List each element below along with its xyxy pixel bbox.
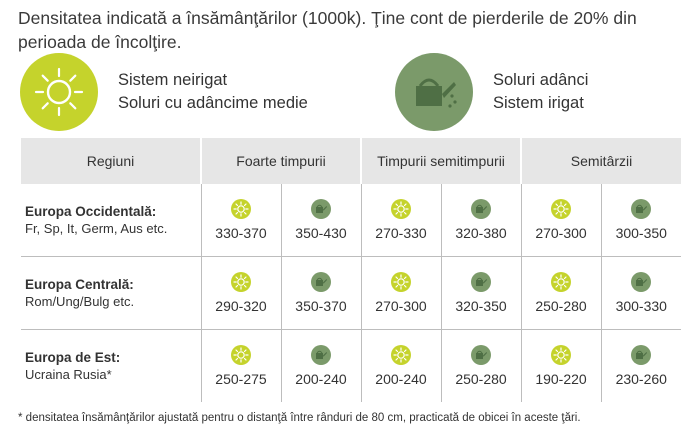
density-value: 350-370 (295, 298, 347, 314)
sun-icon (391, 272, 411, 292)
density-table: Regiuni Foarte timpurii Timpurii semitim… (21, 138, 682, 403)
density-value: 270-330 (375, 225, 427, 241)
density-value: 250-280 (535, 298, 587, 314)
density-value: 320-380 (455, 225, 507, 241)
irrigated-value-cell: 300-350 (600, 184, 682, 257)
density-value: 270-300 (375, 298, 427, 314)
region-name: Europa Occidentală: (25, 204, 157, 219)
dry-value-cell: 270-330 (360, 184, 441, 257)
watering-can-icon (631, 345, 652, 365)
irrigated-value-cell: 350-370 (280, 256, 361, 330)
watering-can-icon (471, 345, 491, 365)
density-value: 290-320 (215, 298, 267, 314)
dry-value-cell: 330-370 (200, 184, 281, 257)
watering-can-icon (631, 199, 652, 219)
density-value: 300-350 (615, 225, 667, 241)
irrigated-value-cell: 250-280 (440, 329, 522, 402)
sun-icon (551, 199, 572, 219)
sun-icon (391, 199, 411, 219)
watering-can-icon (395, 53, 473, 131)
region-cell: Europa Occidentală: Fr, Sp, It, Germ, Aus… (21, 184, 201, 257)
header-regions: Regiuni (21, 138, 201, 184)
dry-value-cell: 200-240 (360, 329, 441, 402)
region-name: Europa de Est: (25, 350, 121, 365)
header-semi-late: Semitârzii (520, 138, 682, 184)
density-value: 320-350 (455, 298, 507, 314)
table-header-row: Regiuni Foarte timpurii Timpurii semitim… (21, 138, 682, 184)
sun-icon (231, 272, 251, 292)
density-value: 350-430 (295, 225, 347, 241)
sun-icon (231, 199, 251, 219)
table-row: Europa Occidentală: Fr, Sp, It, Germ, Aus… (21, 184, 682, 257)
legend-dry-line1: Sistem neirigat (118, 71, 228, 89)
dry-value-cell: 290-320 (200, 256, 281, 330)
sun-icon (551, 272, 572, 292)
density-value: 230-260 (615, 371, 667, 387)
irrigated-value-cell: 200-240 (280, 329, 361, 402)
region-countries: Rom/Ung/Bulg etc. (25, 294, 135, 309)
irrigated-value-cell: 320-350 (440, 256, 522, 330)
legend-irrigated: Soluri adânci Sistem irigat (395, 53, 589, 131)
sun-icon (231, 345, 251, 365)
legend-irrigated-line1: Soluri adânci (493, 71, 589, 89)
watering-can-icon (311, 272, 331, 292)
region-countries: Fr, Sp, It, Germ, Aus etc. (25, 221, 168, 236)
header-very-early: Foarte timpurii (200, 138, 361, 184)
legend-irrigated-line2: Sistem irigat (493, 94, 584, 112)
irrigated-value-cell: 350-430 (280, 184, 361, 257)
density-value: 270-300 (535, 225, 587, 241)
watering-can-icon (471, 199, 491, 219)
irrigated-value-cell: 300-330 (600, 256, 682, 330)
table-row: Europa de Est: Ucraina Rusia* 250-275 200-2… (21, 329, 682, 403)
watering-can-icon (311, 199, 331, 219)
intro-text: Densitatea indicată a însămânţărilor (10… (18, 8, 637, 52)
region-cell: Europa Centrală: Rom/Ung/Bulg etc. (21, 256, 201, 330)
footnote: * densitatea însămânţărilor ajustată pen… (18, 412, 581, 424)
density-value: 250-280 (455, 371, 507, 387)
dry-value-cell: 190-220 (520, 329, 602, 402)
density-value: 250-275 (215, 371, 267, 387)
dry-value-cell: 270-300 (520, 184, 602, 257)
sun-icon (391, 345, 411, 365)
region-name: Europa Centrală: (25, 277, 134, 292)
legend-dry-line2: Soluri cu adâncime medie (118, 94, 308, 112)
irrigated-value-cell: 230-260 (600, 329, 682, 402)
watering-can-icon (311, 345, 331, 365)
legend-dry: Sistem neirigat Soluri cu adâncime medie (20, 53, 308, 131)
header-early-semi-early: Timpurii semitimpurii (359, 138, 522, 184)
dry-value-cell: 250-275 (200, 329, 281, 402)
irrigated-value-cell: 320-380 (440, 184, 522, 257)
sun-icon (20, 53, 98, 131)
region-cell: Europa de Est: Ucraina Rusia* (21, 330, 201, 403)
density-value: 330-370 (215, 225, 267, 241)
dry-value-cell: 270-300 (360, 256, 441, 330)
sun-icon (551, 345, 572, 365)
region-countries: Ucraina Rusia* (25, 367, 112, 382)
watering-can-icon (631, 272, 652, 292)
density-value: 190-220 (535, 371, 587, 387)
density-value: 300-330 (615, 298, 667, 314)
density-value: 200-240 (295, 371, 347, 387)
density-value: 200-240 (375, 371, 427, 387)
table-row: Europa Centrală: Rom/Ung/Bulg etc. 290-320… (21, 256, 682, 330)
watering-can-icon (471, 272, 491, 292)
dry-value-cell: 250-280 (520, 256, 602, 330)
